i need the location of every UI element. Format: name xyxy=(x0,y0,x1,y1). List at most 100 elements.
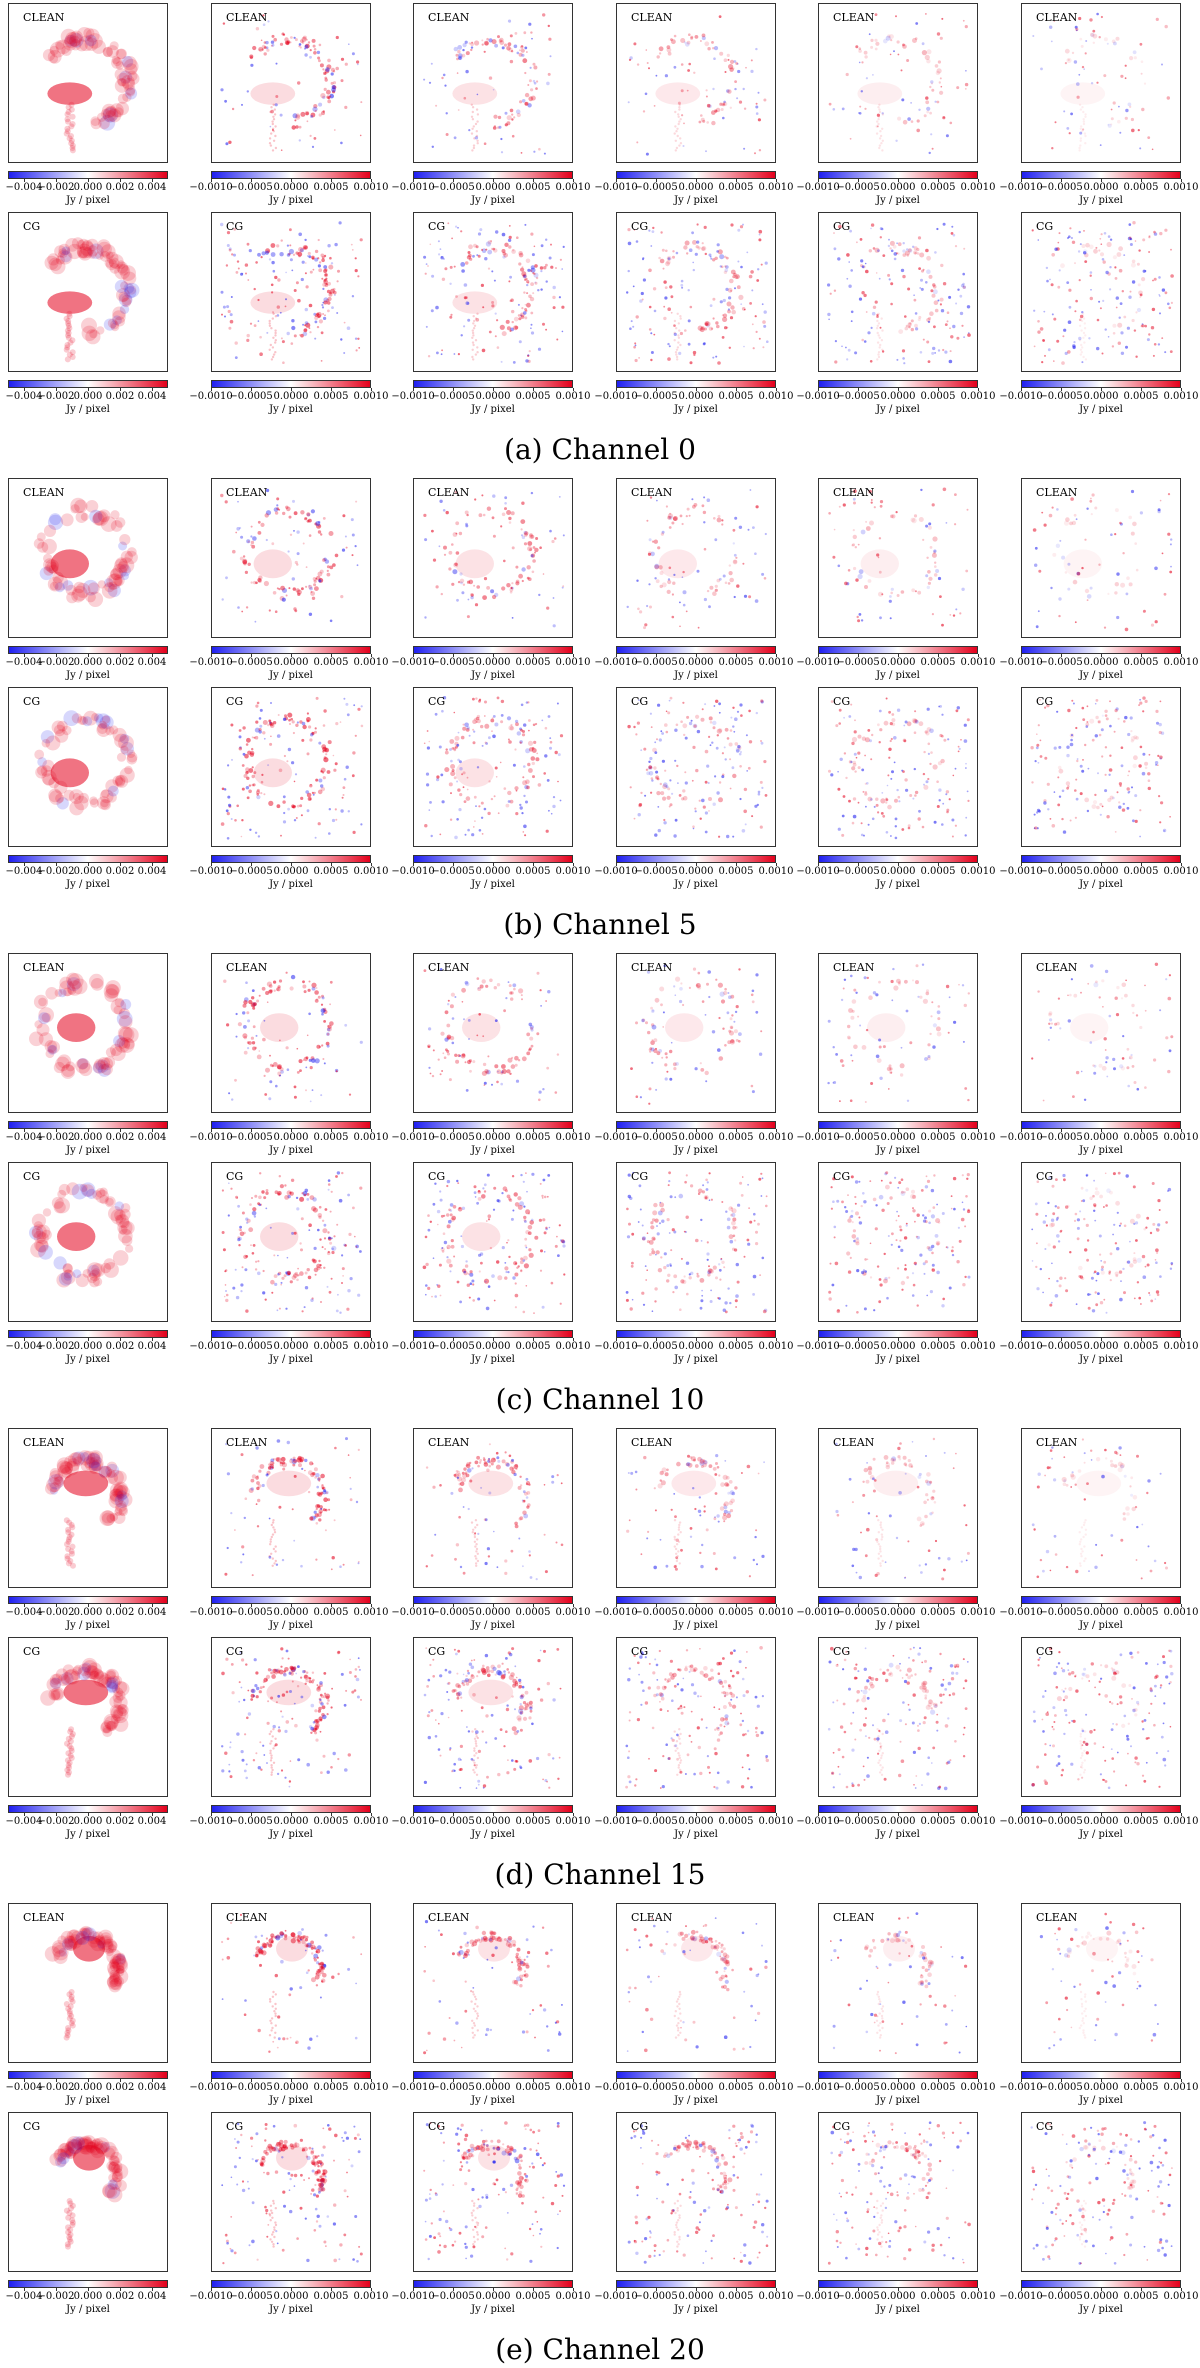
residual-pixel xyxy=(930,751,933,754)
residual-pixel xyxy=(651,1009,655,1013)
noise-pixel xyxy=(284,714,287,718)
noise-pixel xyxy=(882,1045,886,1049)
residual-pixel xyxy=(876,319,879,323)
noise-pixel xyxy=(1058,614,1061,618)
residual-pixel xyxy=(265,1189,269,1192)
residual-pixel xyxy=(932,1023,937,1028)
residual-image: CG xyxy=(8,212,168,372)
residual-pixel xyxy=(118,291,129,302)
residual-pixel xyxy=(317,1213,322,1218)
colorbar-tick xyxy=(413,1129,414,1132)
noise-pixel xyxy=(1158,730,1162,735)
noise-pixel xyxy=(696,729,701,734)
image-panel: CLEAN −0.0010 −0.0005 0.0000 0.0005 0.0010 Jy … xyxy=(796,3,996,213)
colorbar-tick xyxy=(24,1338,25,1341)
residual-pixel xyxy=(913,246,918,251)
colorbar-tick-label: −0.0005 xyxy=(431,1132,475,1143)
colorbar-tick xyxy=(331,863,332,866)
residual-pixel xyxy=(734,87,737,91)
residual-pixel xyxy=(1101,1065,1107,1071)
residual-pixel xyxy=(931,293,936,298)
residual-pixel xyxy=(117,561,130,573)
residual-pixel xyxy=(246,539,251,544)
colorbar-tick-label: 0.0005 xyxy=(313,391,349,402)
noise-pixel xyxy=(939,733,943,738)
residual-pixel xyxy=(59,980,75,997)
noise-pixel xyxy=(228,1092,231,1095)
residual-pixel xyxy=(323,265,328,269)
residual-pixel xyxy=(940,758,945,764)
noise-pixel xyxy=(317,1228,320,1232)
noise-pixel xyxy=(1061,817,1064,821)
noise-pixel xyxy=(933,820,937,824)
noise-pixel xyxy=(1139,745,1143,749)
residual-pixel xyxy=(1118,246,1123,252)
residual-pixel xyxy=(51,1196,64,1209)
residual-pixel xyxy=(471,329,474,332)
residual-pixel xyxy=(321,996,325,1000)
residual-pixel xyxy=(252,1006,256,1010)
residual-image: CLEAN xyxy=(211,478,371,638)
residual-pixel xyxy=(314,109,317,113)
noise-pixel xyxy=(355,1244,359,1249)
noise-pixel xyxy=(755,330,758,333)
noise-pixel xyxy=(275,95,279,98)
noise-pixel xyxy=(888,599,892,603)
noise-pixel xyxy=(249,322,253,325)
noise-pixel xyxy=(248,789,252,794)
residual-pixel xyxy=(287,1194,291,1199)
colorbar-tick-label: 0.0010 xyxy=(1163,182,1199,193)
residual-pixel xyxy=(62,725,72,736)
noise-pixel xyxy=(294,805,297,808)
residual-pixel xyxy=(454,735,460,741)
noise-pixel xyxy=(317,238,320,242)
residual-pixel xyxy=(474,40,480,46)
residual-pixel xyxy=(326,569,329,572)
colorbar-tick-label: 0.0010 xyxy=(758,657,794,668)
noise-pixel xyxy=(481,744,484,747)
residual-pixel xyxy=(880,339,884,342)
residual-pixel xyxy=(70,30,83,44)
noise-pixel xyxy=(504,123,508,127)
residual-pixel xyxy=(695,983,701,988)
residual-pixel xyxy=(482,513,486,517)
residual-pixel xyxy=(36,1232,49,1245)
residual-pixel xyxy=(321,256,325,260)
noise-pixel xyxy=(1128,223,1132,226)
residual-pixel xyxy=(54,729,69,743)
noise-pixel xyxy=(661,732,664,735)
noise-pixel xyxy=(311,1258,315,1262)
noise-pixel xyxy=(222,22,226,25)
residual-pixel xyxy=(887,34,891,38)
colorbar-tick-label: −0.0010 xyxy=(796,182,840,193)
noise-pixel xyxy=(701,798,705,803)
noise-pixel xyxy=(849,137,852,140)
noise-pixel xyxy=(670,1041,673,1044)
colorbar-tick-label: 0.0000 xyxy=(273,1132,309,1143)
residual-pixel xyxy=(1132,521,1137,527)
noise-pixel xyxy=(279,113,283,117)
noise-pixel xyxy=(509,34,513,38)
colorbar-tick-label: 0.0005 xyxy=(515,1132,551,1143)
residual-pixel xyxy=(77,246,93,261)
noise-pixel xyxy=(634,342,637,345)
noise-pixel xyxy=(963,336,965,338)
residual-pixel xyxy=(444,1010,449,1015)
noise-pixel xyxy=(1150,623,1155,627)
noise-pixel xyxy=(271,291,274,294)
residual-pixel xyxy=(110,322,120,332)
residual-pixel xyxy=(93,713,104,723)
noise-pixel xyxy=(727,58,730,61)
residual-pixel xyxy=(709,585,714,590)
colorbar-tick-label: −0.004 xyxy=(5,1341,43,1352)
noise-pixel xyxy=(493,795,496,798)
noise-pixel xyxy=(329,1003,331,1006)
residual-pixel xyxy=(475,720,478,724)
noise-pixel xyxy=(895,15,897,18)
noise-pixel xyxy=(740,751,742,753)
colorbar-tick-label: −0.0005 xyxy=(229,1341,273,1352)
noise-pixel xyxy=(301,1192,304,1195)
noise-pixel xyxy=(718,835,721,838)
colorbar-tick-label: −0.0005 xyxy=(634,657,678,668)
residual-pixel xyxy=(724,581,728,585)
